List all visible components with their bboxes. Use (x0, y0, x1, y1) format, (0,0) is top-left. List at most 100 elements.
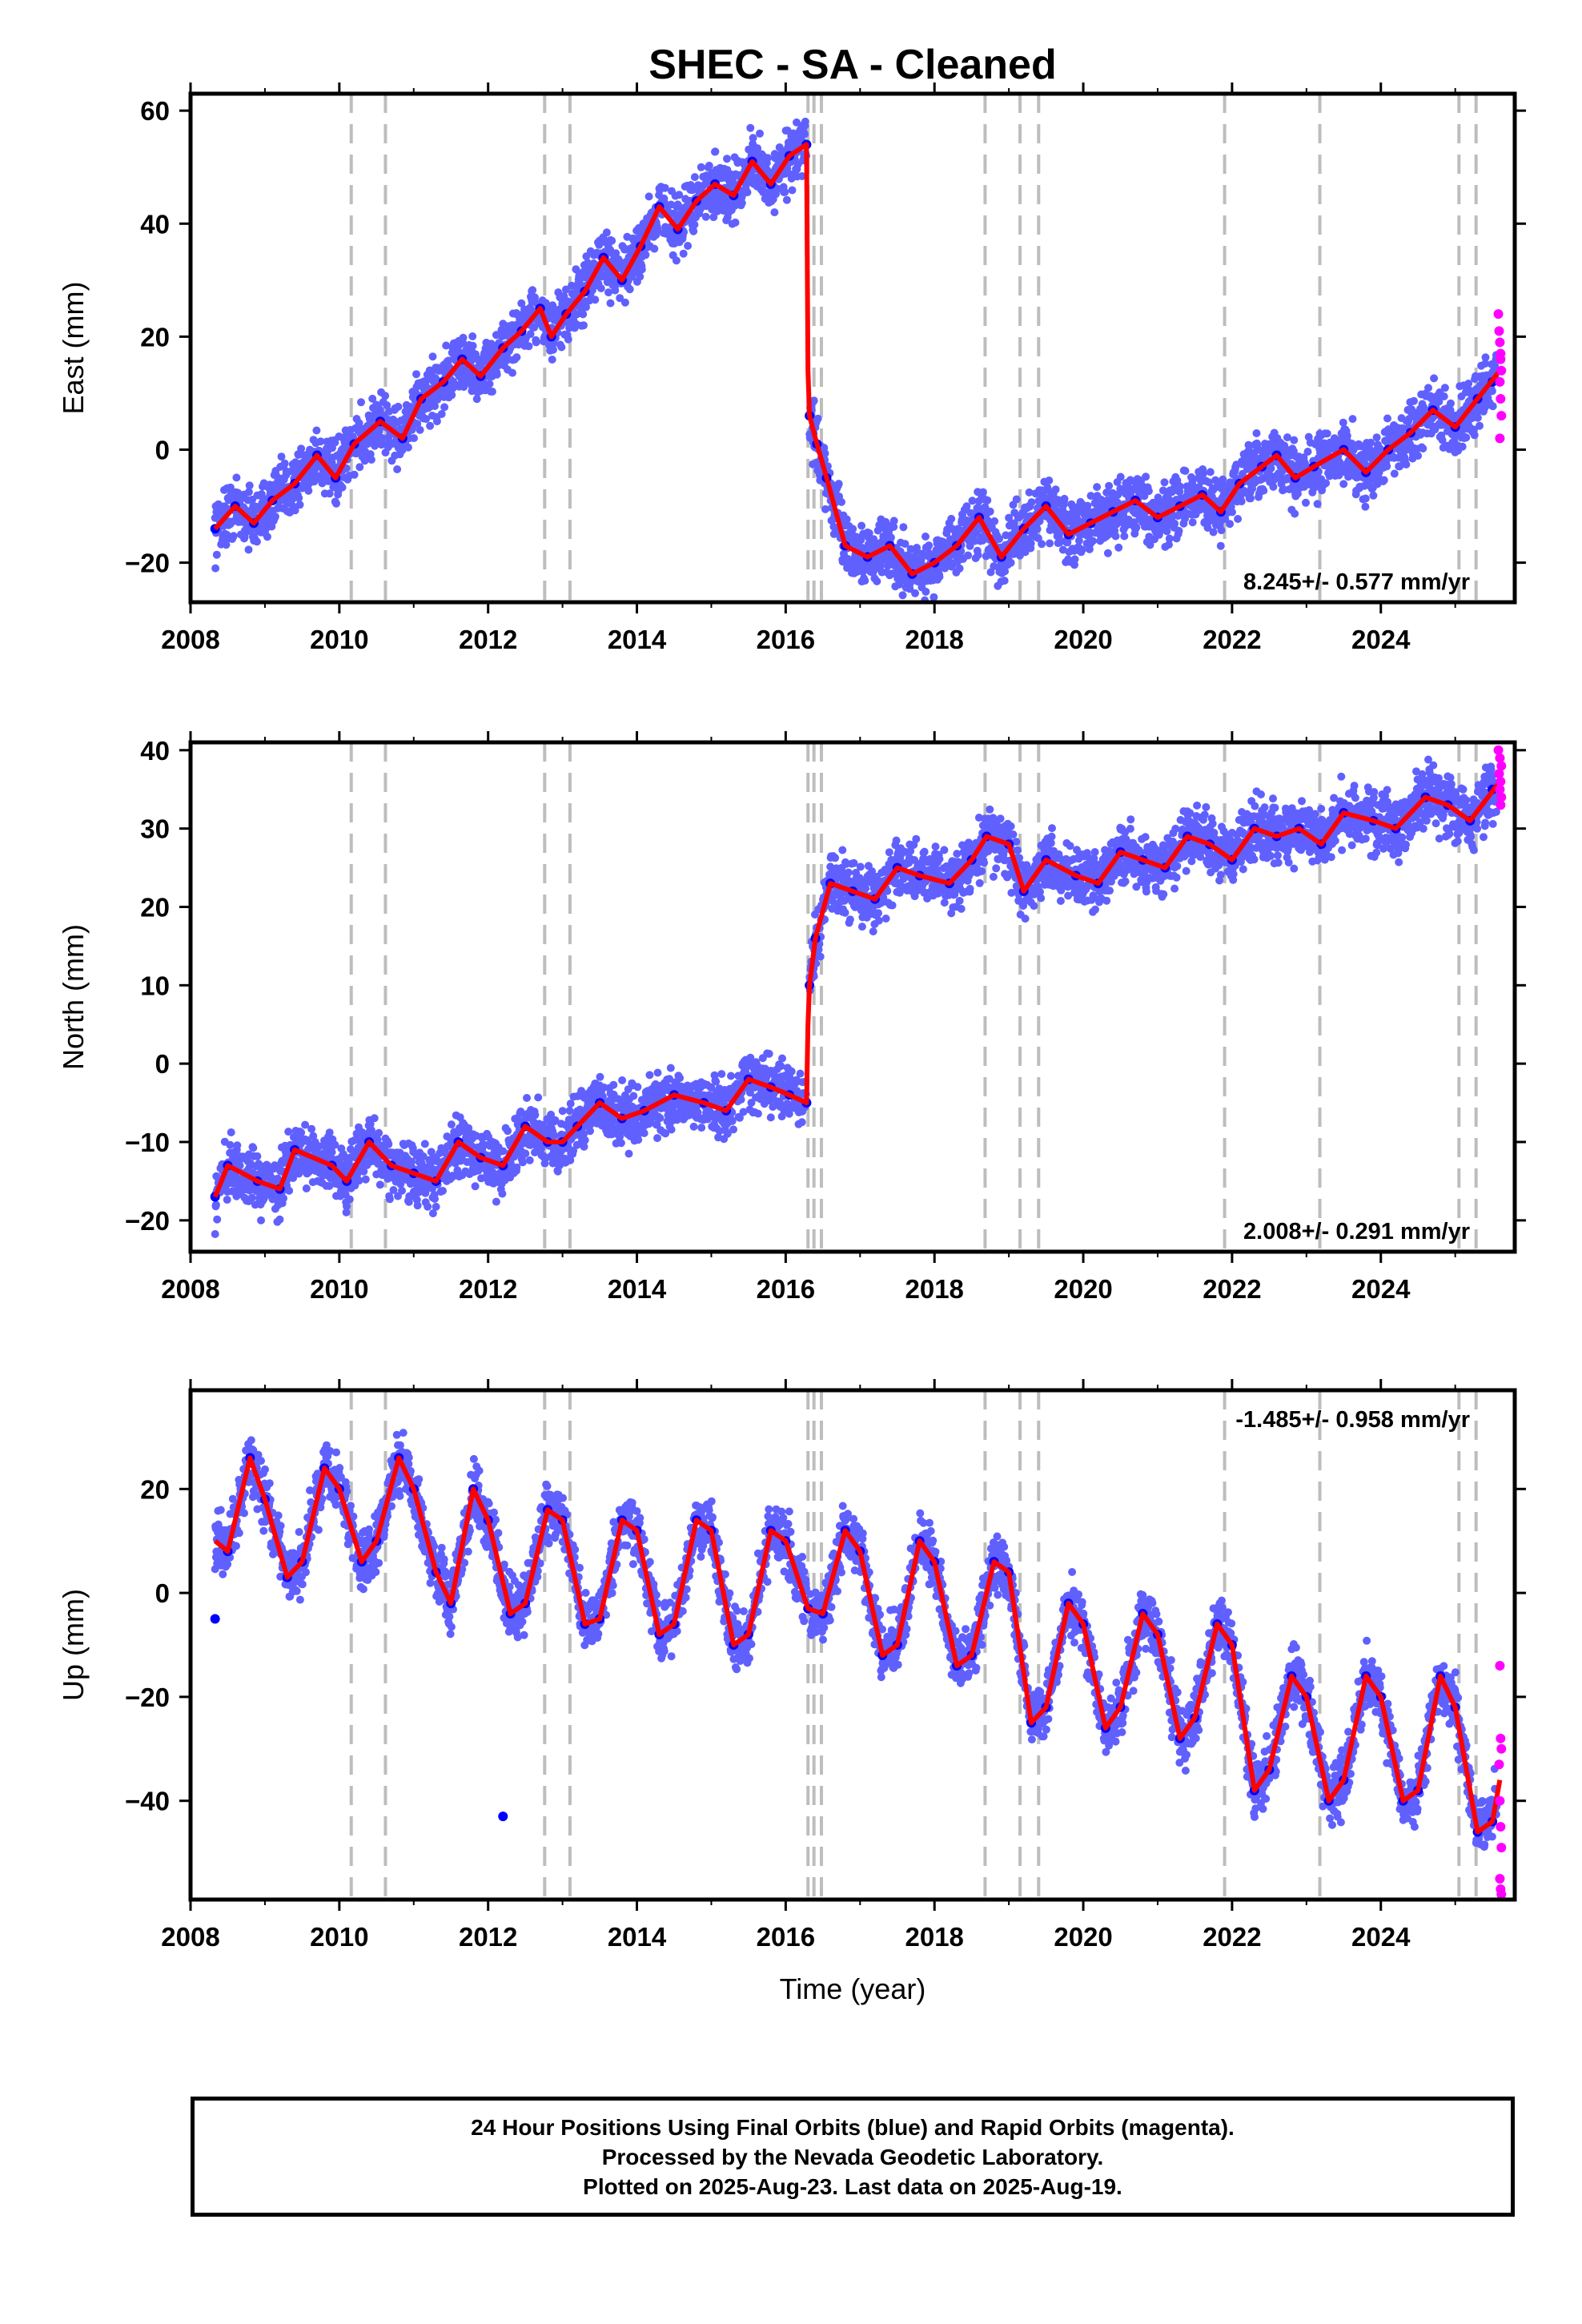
final-orbit-point (253, 1152, 262, 1160)
final-orbit-point (504, 1127, 512, 1136)
final-orbit-point (930, 593, 938, 601)
final-orbit-point (422, 415, 431, 424)
final-orbit-point (413, 1201, 422, 1210)
final-orbit-point (821, 449, 829, 458)
final-orbit-point (1259, 486, 1268, 495)
final-orbit-point (913, 544, 921, 552)
final-orbit-point (861, 577, 869, 585)
final-orbit-point (764, 154, 772, 163)
final-orbit-point (865, 529, 873, 537)
final-orbit-point (1083, 501, 1092, 510)
final-orbit-point (294, 451, 303, 459)
final-orbit-point (1348, 415, 1357, 424)
final-orbit-point (1488, 402, 1497, 411)
final-orbit-point (1070, 555, 1079, 564)
final-orbit-point (312, 426, 321, 435)
final-orbit-point (684, 242, 693, 250)
final-orbit-point (1383, 414, 1391, 423)
final-orbit-point (968, 497, 977, 505)
final-orbit-point (756, 129, 764, 138)
final-orbit-point (705, 161, 713, 170)
final-orbit-point (468, 332, 477, 340)
final-orbit-point (1116, 472, 1125, 481)
final-orbit-point (1481, 353, 1490, 362)
final-orbit-point (905, 585, 914, 593)
final-orbit-point (244, 488, 253, 497)
final-orbit-point (361, 1175, 370, 1184)
final-orbit-point (442, 341, 451, 350)
final-orbit-point (709, 213, 718, 222)
final-orbit-point (226, 1140, 235, 1149)
final-orbit-point (1367, 438, 1375, 447)
final-orbit-point (1247, 494, 1255, 503)
final-orbit-point (325, 489, 334, 498)
final-orbit-point (378, 434, 387, 442)
final-orbit-point (1399, 424, 1407, 432)
final-orbit-point (410, 434, 418, 443)
final-orbit-point (295, 501, 304, 509)
final-orbit-point (1093, 483, 1102, 492)
final-orbit-point (582, 303, 590, 312)
final-orbit-point (431, 1195, 439, 1203)
final-orbit-point (1278, 468, 1287, 476)
final-orbit-point (568, 281, 576, 290)
final-orbit-point (1006, 558, 1015, 567)
final-orbit-point (1026, 539, 1035, 548)
final-orbit-point (263, 533, 271, 541)
final-orbit-point (211, 1200, 220, 1209)
final-orbit-point (1473, 413, 1482, 422)
final-orbit-point (1339, 418, 1347, 427)
final-orbit-point (809, 396, 818, 405)
x-tick-label: 2016 (757, 625, 815, 654)
final-orbit-point (297, 444, 306, 453)
final-orbit-point (964, 551, 973, 560)
final-orbit-point (886, 533, 895, 542)
final-orbit-point (591, 296, 600, 304)
final-orbit-point (1111, 532, 1120, 541)
model-curve (213, 142, 1502, 577)
final-orbit-point (1302, 498, 1310, 507)
final-orbit-point (345, 1195, 354, 1204)
final-orbit-point (447, 1120, 456, 1129)
rapid-orbit-point (1495, 337, 1505, 348)
final-orbit-point (1000, 577, 1009, 585)
final-orbit-point (381, 392, 390, 400)
final-orbit-point (432, 417, 441, 426)
final-orbit-point (280, 459, 289, 468)
rapid-orbit-point (1496, 365, 1507, 376)
final-orbit-point (690, 173, 699, 182)
final-orbit-point (279, 1194, 287, 1203)
final-orbit-point (1414, 452, 1423, 460)
final-orbit-point (1361, 494, 1370, 503)
final-orbit-point (737, 199, 746, 207)
final-orbit-point (1383, 462, 1391, 471)
final-orbit-point (459, 333, 468, 342)
final-orbit-point (368, 394, 377, 403)
final-orbit-point (723, 155, 731, 163)
final-orbit-point (1488, 387, 1496, 396)
final-orbit-point (834, 480, 843, 489)
final-orbit-point (1476, 421, 1484, 430)
final-orbit-point (1051, 485, 1060, 494)
final-orbit-point (636, 272, 644, 281)
final-orbit-point (295, 493, 303, 502)
final-orbit-point (524, 342, 533, 351)
final-orbit-point (898, 591, 907, 600)
final-orbit-point (853, 567, 861, 576)
final-orbit-point (797, 172, 806, 180)
final-orbit-point (731, 218, 740, 227)
final-orbit-point (561, 285, 570, 294)
final-orbit-point (889, 517, 898, 525)
final-orbit-point (1188, 518, 1197, 527)
final-orbit-point (661, 183, 669, 192)
final-orbit-point (564, 335, 572, 344)
final-orbit-point (1447, 399, 1455, 408)
final-orbit-point (1170, 519, 1179, 528)
final-orbit-point (404, 443, 412, 452)
final-orbit-point (1252, 429, 1261, 437)
final-orbit-point (711, 147, 720, 156)
final-orbit-point (412, 370, 420, 379)
x-tick-label: 2018 (905, 625, 964, 654)
final-orbit-point (1464, 380, 1473, 388)
final-orbit-point (338, 483, 347, 492)
